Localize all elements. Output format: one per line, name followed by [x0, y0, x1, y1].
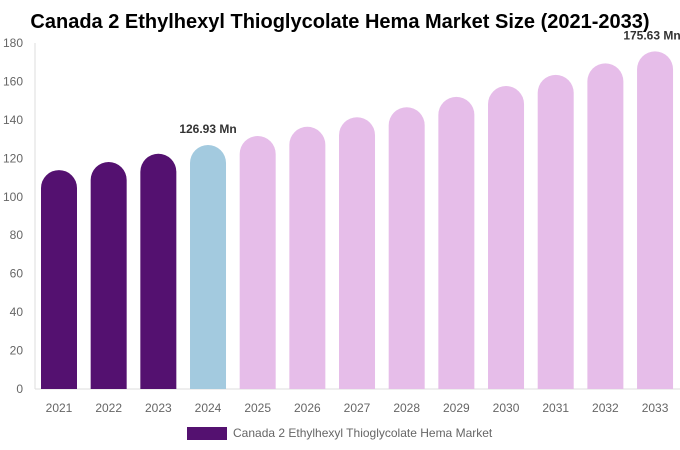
- y-tick-label: 0: [16, 382, 23, 396]
- x-tick-label: 2033: [642, 401, 669, 415]
- data-label: 126.93 Mn: [179, 122, 236, 136]
- x-tick-label: 2025: [244, 401, 271, 415]
- x-tick-label: 2029: [443, 401, 470, 415]
- x-tick-label: 2030: [493, 401, 520, 415]
- y-tick-label: 180: [3, 36, 23, 50]
- bar-2032: [587, 63, 624, 390]
- x-tick-label: 2031: [542, 401, 569, 415]
- y-tick-label: 120: [3, 151, 23, 165]
- legend-swatch: [187, 427, 227, 440]
- bar-2025: [239, 136, 276, 389]
- data-label: 175.63 Mn: [623, 28, 680, 42]
- bar-2023: [140, 153, 177, 389]
- legend: Canada 2 Ethylhexyl Thioglycolate Hema M…: [187, 426, 493, 440]
- bar-2028: [388, 107, 425, 389]
- bar-2024: [190, 145, 227, 389]
- x-tick-label: 2026: [294, 401, 321, 415]
- chart-title: Canada 2 Ethylhexyl Thioglycolate Hema M…: [30, 11, 649, 33]
- y-tick-label: 80: [10, 228, 24, 242]
- y-tick-label: 20: [10, 344, 24, 358]
- y-tick-label: 100: [3, 190, 23, 204]
- x-tick-label: 2028: [393, 401, 420, 415]
- y-tick-label: 140: [3, 113, 23, 127]
- x-tick-label: 2023: [145, 401, 172, 415]
- y-tick-label: 40: [10, 305, 24, 319]
- legend-label: Canada 2 Ethylhexyl Thioglycolate Hema M…: [233, 426, 493, 440]
- bar-2033: [637, 51, 674, 389]
- bar-2021: [41, 170, 77, 389]
- bar-2022: [90, 161, 127, 389]
- bar-2027: [339, 117, 376, 389]
- x-tick-label: 2027: [344, 401, 371, 415]
- bar-2026: [289, 126, 326, 389]
- x-tick-label: 2021: [46, 401, 73, 415]
- y-tick-label: 60: [10, 267, 24, 281]
- bar-2029: [438, 96, 475, 390]
- y-tick-label: 160: [3, 74, 23, 88]
- x-tick-label: 2032: [592, 401, 619, 415]
- bar-2031: [537, 74, 574, 390]
- bar-2030: [488, 86, 525, 390]
- x-tick-label: 2022: [95, 401, 122, 415]
- x-tick-label: 2024: [195, 401, 222, 415]
